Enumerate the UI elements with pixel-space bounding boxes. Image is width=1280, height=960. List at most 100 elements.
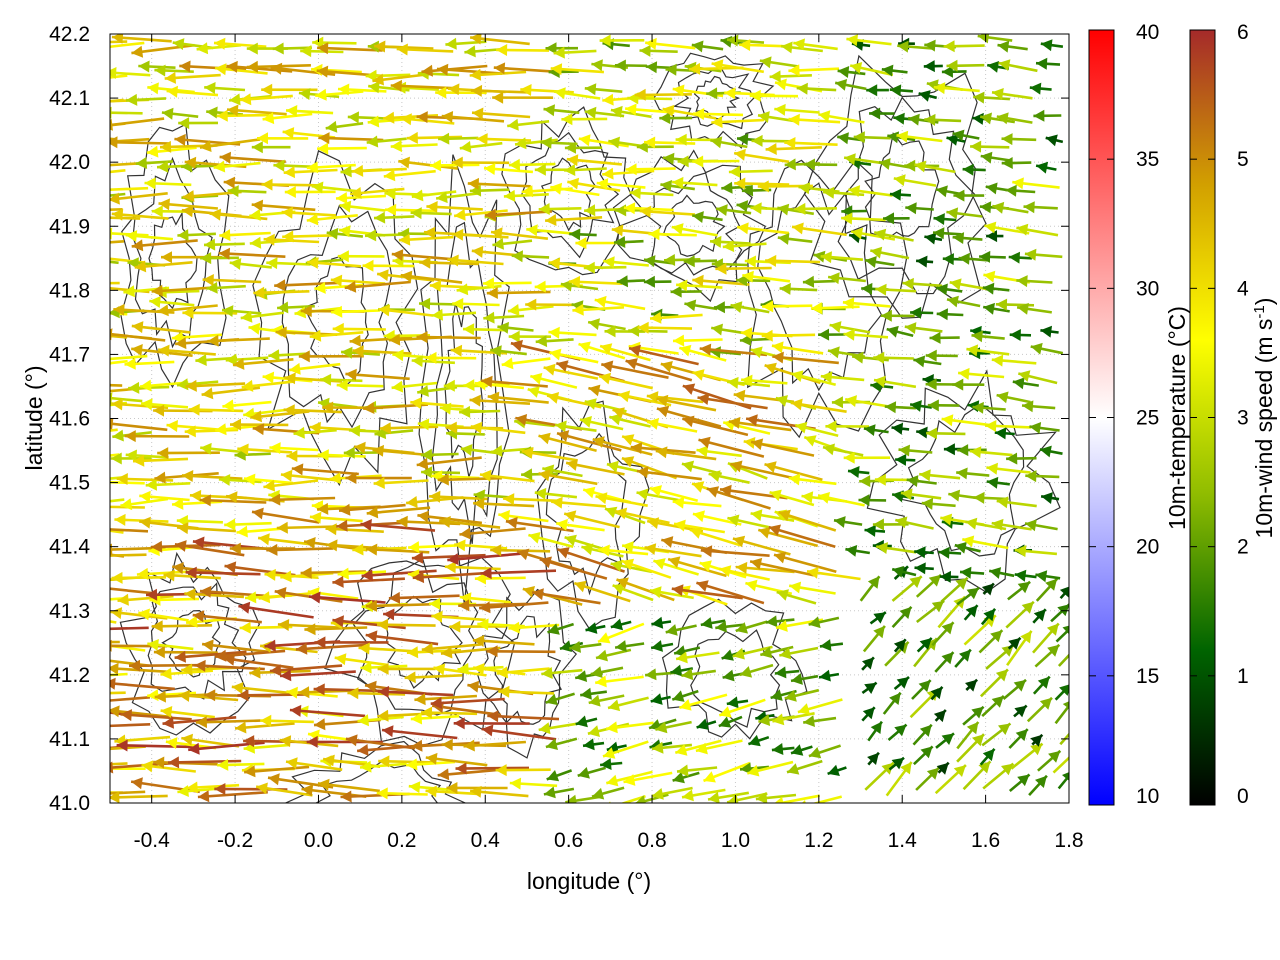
wind-vector-head xyxy=(382,725,394,738)
wind-vector-head xyxy=(891,757,904,770)
wind-vector xyxy=(351,164,407,177)
wind-vector-head xyxy=(672,496,685,509)
wind-vector-head xyxy=(495,764,507,777)
wind-vector-head xyxy=(779,647,792,660)
wind-vector xyxy=(1023,201,1058,214)
wind-vector-head xyxy=(301,784,314,797)
wind-vector-head xyxy=(77,74,89,86)
wind-vector xyxy=(416,331,481,344)
wind-vector xyxy=(916,255,934,268)
wind-vector xyxy=(431,610,486,623)
wind-vector xyxy=(628,344,699,366)
wind-vector xyxy=(347,687,406,700)
wind-vector-head xyxy=(989,567,1002,579)
terrain-contour-line xyxy=(281,204,393,429)
wind-vector-head xyxy=(377,685,390,698)
wind-vector-head xyxy=(508,158,520,171)
wind-vector-head xyxy=(887,131,900,144)
wind-vector-head xyxy=(110,452,122,465)
wind-vector xyxy=(111,34,172,44)
wind-vector-head xyxy=(433,663,446,676)
wind-vector-shaft xyxy=(332,618,406,630)
wind-vector xyxy=(610,618,632,631)
wind-vector-head xyxy=(110,227,113,240)
wind-vector-head xyxy=(174,133,186,146)
wind-vector xyxy=(884,401,916,414)
wind-vector xyxy=(613,236,644,248)
x-axis-label: longitude (°) xyxy=(527,868,651,894)
wind-vector xyxy=(1035,57,1061,70)
wind-vector-head xyxy=(966,344,979,357)
wind-vector-head xyxy=(692,510,705,523)
wind-vector-shaft xyxy=(224,564,296,577)
wind-vector-head xyxy=(417,418,430,431)
wind-vector xyxy=(918,90,938,102)
wind-vector-head xyxy=(659,112,671,125)
wind-vector-head xyxy=(458,599,470,612)
wind-vector-head xyxy=(347,111,359,124)
wind-vector-head xyxy=(439,402,452,415)
wind-vector-shaft xyxy=(455,766,530,770)
wind-vector xyxy=(511,250,550,263)
wind-vector xyxy=(317,142,367,155)
wind-vector-head xyxy=(429,490,441,503)
wind-vector xyxy=(735,620,768,634)
wind-vector-head xyxy=(374,211,386,224)
wind-vector-head xyxy=(497,321,509,334)
wind-vector-shaft xyxy=(174,650,247,659)
terrain-contour-line xyxy=(757,182,883,392)
wind-vector xyxy=(843,153,885,166)
wind-vector-head xyxy=(289,362,301,375)
wind-vector xyxy=(398,156,458,170)
wind-vector-shaft xyxy=(110,681,175,691)
wind-vector-head xyxy=(447,254,459,267)
wind-vector-head xyxy=(111,208,124,221)
wind-vector-head xyxy=(158,198,170,211)
wind-vector-head xyxy=(726,696,739,709)
wind-vector-head xyxy=(895,453,907,466)
wind-vector-head xyxy=(867,576,880,589)
wind-vector-head xyxy=(601,360,614,373)
wind-vector xyxy=(651,741,693,754)
wind-vector xyxy=(784,137,838,149)
wind-vector-head xyxy=(89,501,100,513)
wind-vector xyxy=(509,777,558,790)
wind-vector-head xyxy=(936,308,948,321)
wind-vector-head xyxy=(599,34,611,47)
wind-vector xyxy=(438,132,479,145)
wind-vector-head xyxy=(227,104,239,117)
wind-vector-head xyxy=(791,744,804,756)
wind-vector-head xyxy=(354,441,366,454)
wind-vector-head xyxy=(789,581,802,594)
wind-vector xyxy=(199,138,261,152)
wind-vector-head xyxy=(385,203,397,216)
wind-vector-head xyxy=(445,37,457,50)
wind-vector-shaft xyxy=(199,498,267,504)
wind-vector-head xyxy=(1008,637,1021,650)
wind-vector-head xyxy=(758,111,770,123)
wind-vector-head xyxy=(1023,201,1035,214)
wind-vector-head xyxy=(368,81,380,94)
wind-vector-head xyxy=(306,161,319,174)
wind-vector-head xyxy=(697,393,710,405)
wind-vector-head xyxy=(1072,744,1084,756)
wind-vector-head xyxy=(741,184,754,197)
wind-vector-head xyxy=(204,238,216,251)
wind-vector-head xyxy=(349,334,361,347)
wind-vector-shaft xyxy=(480,569,557,575)
wind-vector-head xyxy=(987,61,1000,73)
wind-vector-head xyxy=(365,630,378,643)
wind-vector-head xyxy=(280,570,292,583)
wind-vector-head xyxy=(503,189,516,202)
wind-vector-head xyxy=(825,420,837,433)
wind-vector-head xyxy=(867,752,879,765)
wind-vector-head xyxy=(511,250,523,263)
wind-vector-head xyxy=(929,331,941,344)
wind-vector-head xyxy=(343,446,355,459)
wind-vector-head xyxy=(378,304,391,317)
wind-vector-head xyxy=(400,270,413,283)
wind-vector xyxy=(483,163,533,175)
wind-vector-head xyxy=(223,176,236,189)
wind-vector xyxy=(110,192,168,205)
wind-vector-head xyxy=(345,734,358,747)
